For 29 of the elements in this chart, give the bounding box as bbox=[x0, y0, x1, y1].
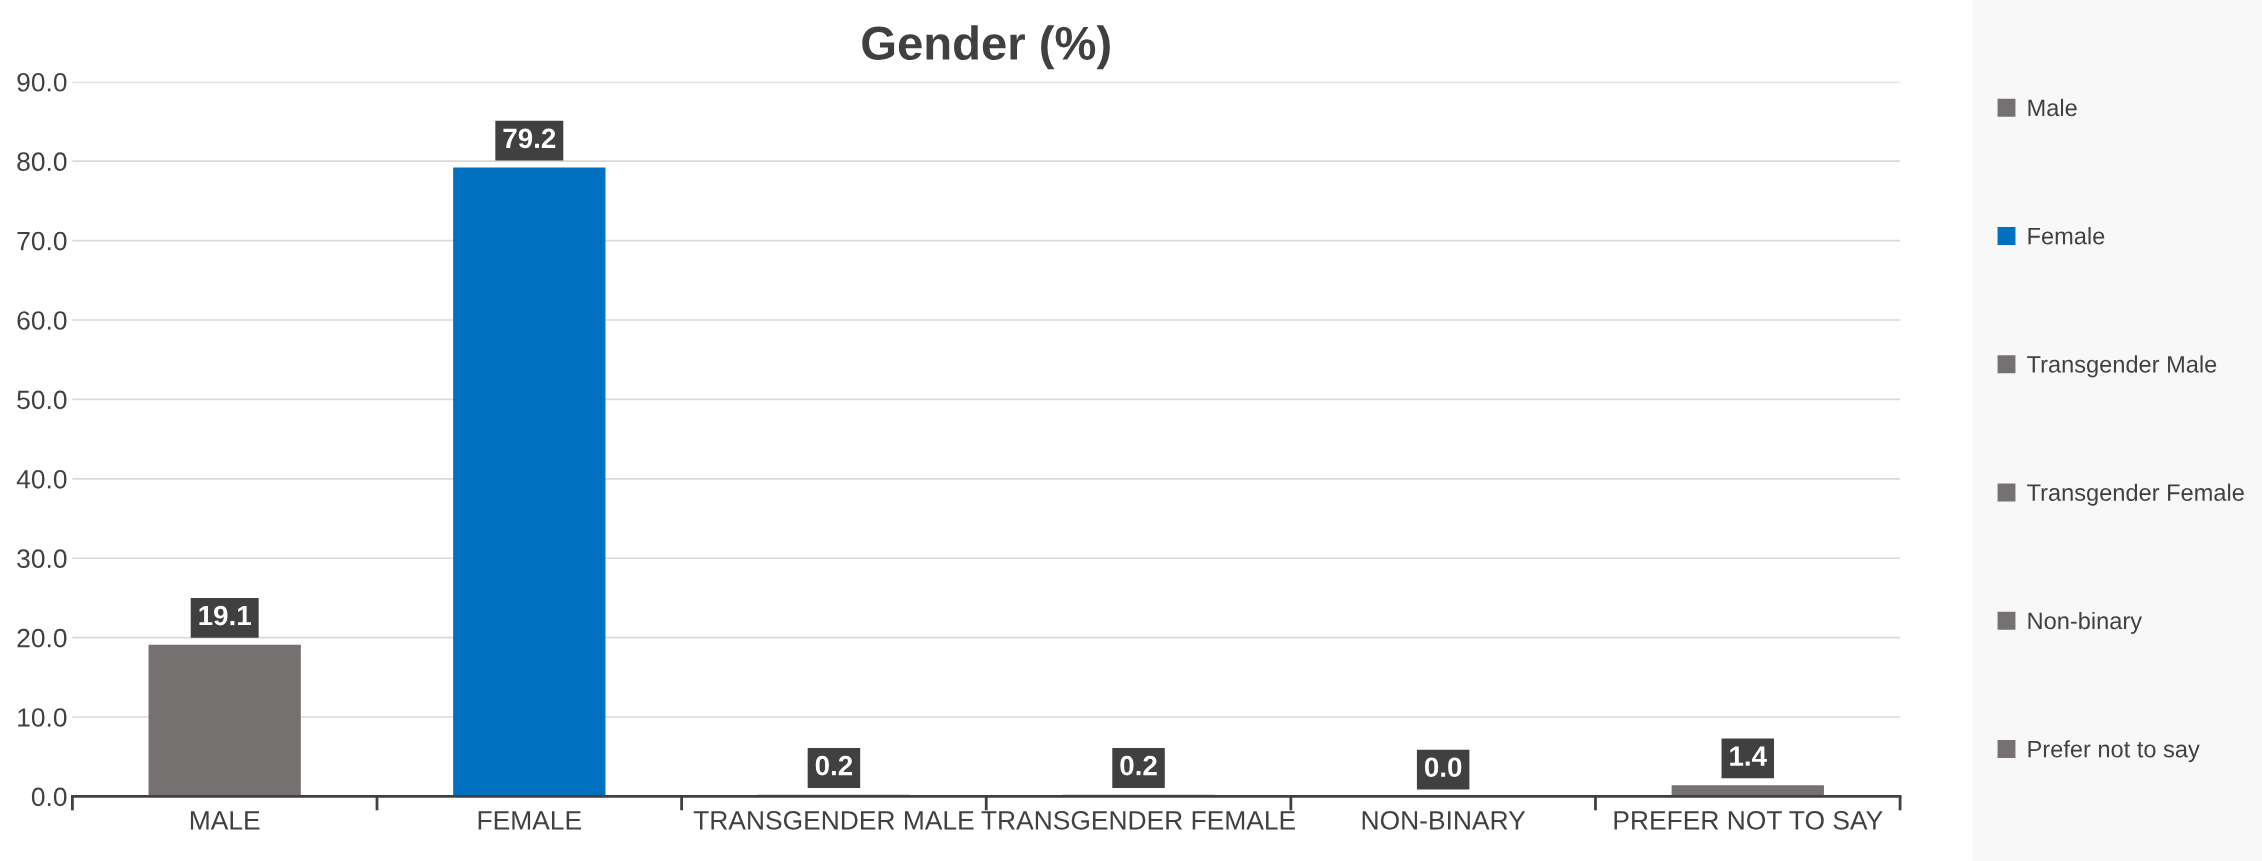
y-tick-label: 80.0 bbox=[17, 152, 67, 172]
y-tick-label: 40.0 bbox=[16, 469, 67, 489]
x-tick-label: TRANSGENDER MALE bbox=[693, 811, 974, 830]
data-label: 79.2 bbox=[503, 128, 556, 149]
legend-label: Female bbox=[2028, 227, 2105, 245]
legend-label: Transgender Male bbox=[2027, 355, 2217, 378]
legend-label: Prefer not to say bbox=[2028, 740, 2200, 763]
y-tick-label: 70.0 bbox=[17, 231, 67, 251]
chart-title: Gender (%) bbox=[862, 25, 1110, 70]
x-tick-label: MALE bbox=[190, 811, 260, 830]
y-tick-label: 0.0 bbox=[31, 787, 67, 807]
y-tick-label: 20.0 bbox=[17, 628, 67, 648]
y-tick-label: 90.0 bbox=[17, 72, 67, 92]
x-tick-label: FEMALE bbox=[478, 811, 581, 830]
legend-label: Non-binary bbox=[2028, 611, 2143, 634]
data-label: 0.2 bbox=[1120, 755, 1157, 776]
y-tick-label: 30.0 bbox=[17, 549, 67, 569]
x-tick-label: NON-BINARY bbox=[1362, 811, 1526, 830]
y-tick-label: 10.0 bbox=[18, 708, 67, 727]
x-tick-label: PREFER NOT TO SAY bbox=[1614, 811, 1883, 830]
data-label: 0.0 bbox=[1424, 757, 1462, 778]
data-label: 0.2 bbox=[815, 755, 853, 776]
legend-label: Male bbox=[2028, 98, 2077, 117]
y-tick-label: 50.0 bbox=[17, 390, 67, 410]
y-tick-label: 60.0 bbox=[17, 311, 67, 330]
x-tick-label: TRANSGENDER FEMALE bbox=[981, 811, 1296, 830]
data-label: 1.4 bbox=[1730, 746, 1767, 766]
legend-label: Transgender Female bbox=[2027, 483, 2244, 506]
data-label: 19.1 bbox=[199, 605, 251, 626]
